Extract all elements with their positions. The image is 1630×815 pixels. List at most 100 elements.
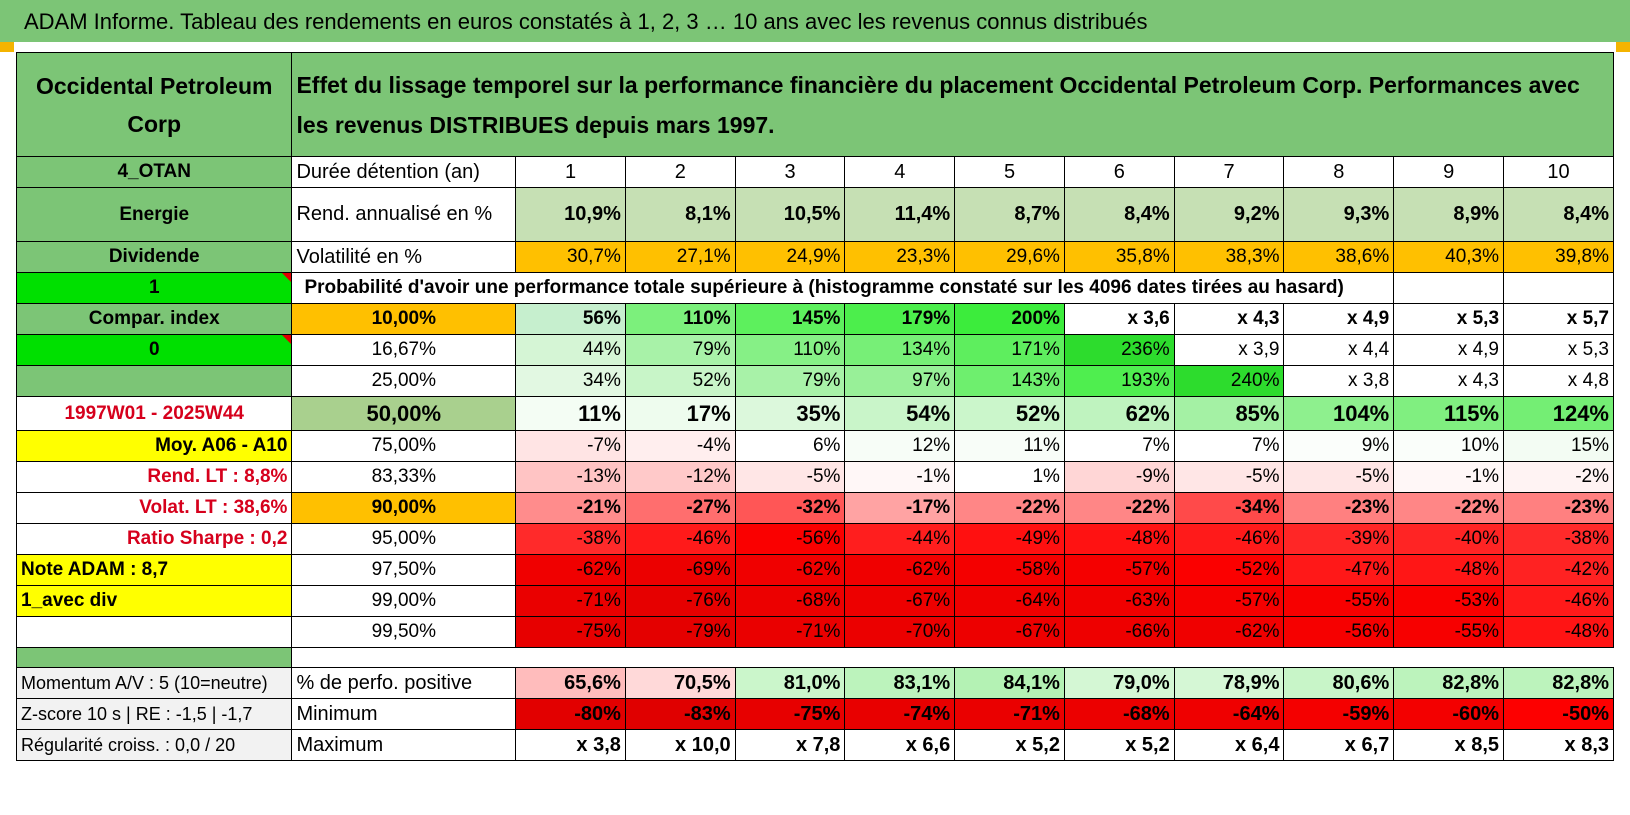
quantile-value: 62% (1063, 396, 1175, 431)
positive-perf-value: 70,5% (624, 667, 736, 699)
quantile-value: -62% (515, 554, 626, 586)
quantile-value: -48% (1393, 554, 1505, 586)
quantile-value: 12% (844, 430, 956, 462)
year-header: 8 (1283, 156, 1395, 188)
company-name: Occidental Petroleum Corp (15, 52, 293, 157)
quantile-row: 1_avec div 99,00% -71% -76% -68% -67% -64% -63%… (15, 585, 1614, 617)
minimum-row: Z-score 10 s | RE : -1,5 | -1,7 Minimum -8… (15, 698, 1614, 730)
quantile-value: -44% (844, 523, 956, 555)
average-label: Moy. A06 - A10 (15, 430, 293, 462)
quantile-value: 79% (734, 365, 846, 397)
annual-return-row: Energie Rend. annualisé en % 10,9% 8,1% 10… (15, 187, 1614, 242)
quantile-threshold: 90,00% (291, 492, 517, 524)
quantile-value: -5% (1283, 461, 1395, 493)
blank-green-cell (15, 365, 293, 397)
minimum-value: -75% (734, 698, 846, 730)
quantile-value: -71% (734, 616, 846, 648)
volatility-value: 39,8% (1503, 241, 1614, 273)
quantile-value: 97% (844, 365, 956, 397)
quantile-value: -47% (1283, 554, 1395, 586)
positive-perf-value: 80,6% (1283, 667, 1395, 699)
quantile-threshold: 83,33% (291, 461, 517, 493)
volatility-value: 38,3% (1173, 241, 1285, 273)
quantile-value: -62% (844, 554, 956, 586)
spacer-green-bar (15, 647, 293, 668)
year-header: 10 (1503, 156, 1614, 188)
quantile-value: 171% (954, 334, 1065, 366)
positive-perf-value: 81,0% (734, 667, 846, 699)
annual-return-label: Rend. annualisé en % (291, 187, 517, 242)
positive-perf-value: 79,0% (1063, 667, 1175, 699)
quantile-threshold: 25,00% (291, 365, 517, 397)
quantile-value: 110% (734, 334, 846, 366)
compar-index-label: Compar. index (15, 303, 293, 335)
momentum-label: Momentum A/V : 5 (10=neutre) (15, 667, 293, 699)
quantile-value: 236% (1063, 334, 1175, 366)
quantile-value: -40% (1393, 523, 1505, 555)
quantile-threshold: 99,50% (291, 616, 517, 648)
annual-return-value: 9,2% (1173, 187, 1285, 242)
quantile-value: x 4,9 (1393, 334, 1505, 366)
positive-perf-value: 65,6% (515, 667, 626, 699)
quantile-threshold: 99,00% (291, 585, 517, 617)
maximum-value: x 8,5 (1393, 729, 1505, 761)
volatility-value: 23,3% (844, 241, 956, 273)
quantile-value: 52% (624, 365, 736, 397)
year-header: 5 (954, 156, 1065, 188)
quantile-value: -46% (1503, 585, 1614, 617)
probability-header-row: 1 Probabilité d'avoir une performance to… (15, 272, 1614, 304)
zscore-label: Z-score 10 s | RE : -1,5 | -1,7 (15, 698, 293, 730)
annual-return-value: 8,4% (1503, 187, 1614, 242)
quantile-value: -56% (1283, 616, 1395, 648)
quantile-row: Compar. index 10,00% 56% 110% 145% 179% 200% x … (15, 303, 1614, 335)
quantile-value: -39% (1283, 523, 1395, 555)
quantile-value: 110% (624, 303, 736, 335)
quantile-threshold: 75,00% (291, 430, 517, 462)
quantile-value: -75% (515, 616, 626, 648)
quantile-value: x 4,9 (1283, 303, 1395, 335)
duration-label: Durée détention (an) (291, 156, 517, 188)
quantile-row: Note ADAM : 8,7 97,50% -62% -69% -62% -62% -58… (15, 554, 1614, 586)
long-term-return-label: Rend. LT : 8,8% (15, 461, 293, 493)
quantile-value: -46% (1173, 523, 1285, 555)
quantile-value: -38% (1503, 523, 1614, 555)
quantile-value: x 5,3 (1503, 334, 1614, 366)
maximum-value: x 7,8 (734, 729, 846, 761)
performance-table: Occidental Petroleum Corp Effet du lissa… (15, 52, 1614, 761)
minimum-value: -68% (1063, 698, 1175, 730)
quantile-value: -46% (624, 523, 736, 555)
quantile-value: -4% (624, 430, 736, 462)
quantile-value: 240% (1173, 365, 1285, 397)
minimum-value: -74% (844, 698, 956, 730)
annual-return-value: 9,3% (1283, 187, 1395, 242)
volatility-value: 38,6% (1283, 241, 1395, 273)
annual-return-value: 10,5% (734, 187, 846, 242)
year-header: 1 (515, 156, 626, 188)
quantile-value: -55% (1393, 616, 1505, 648)
quantile-value: -57% (1173, 585, 1285, 617)
minimum-value: -80% (515, 698, 626, 730)
quantile-value: 11% (515, 396, 626, 431)
quantile-value: 56% (515, 303, 626, 335)
quantile-value: x 3,9 (1173, 334, 1285, 366)
maximum-value: x 6,4 (1173, 729, 1285, 761)
quantile-value: 44% (515, 334, 626, 366)
quantile-value: 200% (954, 303, 1065, 335)
quantile-value: 54% (844, 396, 956, 431)
long-term-volatility-label: Volat. LT : 38,6% (15, 492, 293, 524)
quantile-value: 7% (1063, 430, 1175, 462)
maximum-value: x 5,2 (954, 729, 1065, 761)
quantile-value: -55% (1283, 585, 1395, 617)
quantile-value: -68% (734, 585, 846, 617)
quantile-value: -67% (844, 585, 956, 617)
quantile-value: -67% (954, 616, 1065, 648)
quantile-value: -62% (1173, 616, 1285, 648)
quantile-value: -56% (734, 523, 846, 555)
quantile-value: -27% (624, 492, 736, 524)
sharpe-ratio-label: Ratio Sharpe : 0,2 (15, 523, 293, 555)
year-header: 9 (1393, 156, 1505, 188)
quantile-value: 115% (1393, 396, 1505, 431)
quantile-value: x 4,4 (1283, 334, 1395, 366)
quantile-value: 104% (1283, 396, 1395, 431)
quantile-value: x 5,7 (1503, 303, 1614, 335)
